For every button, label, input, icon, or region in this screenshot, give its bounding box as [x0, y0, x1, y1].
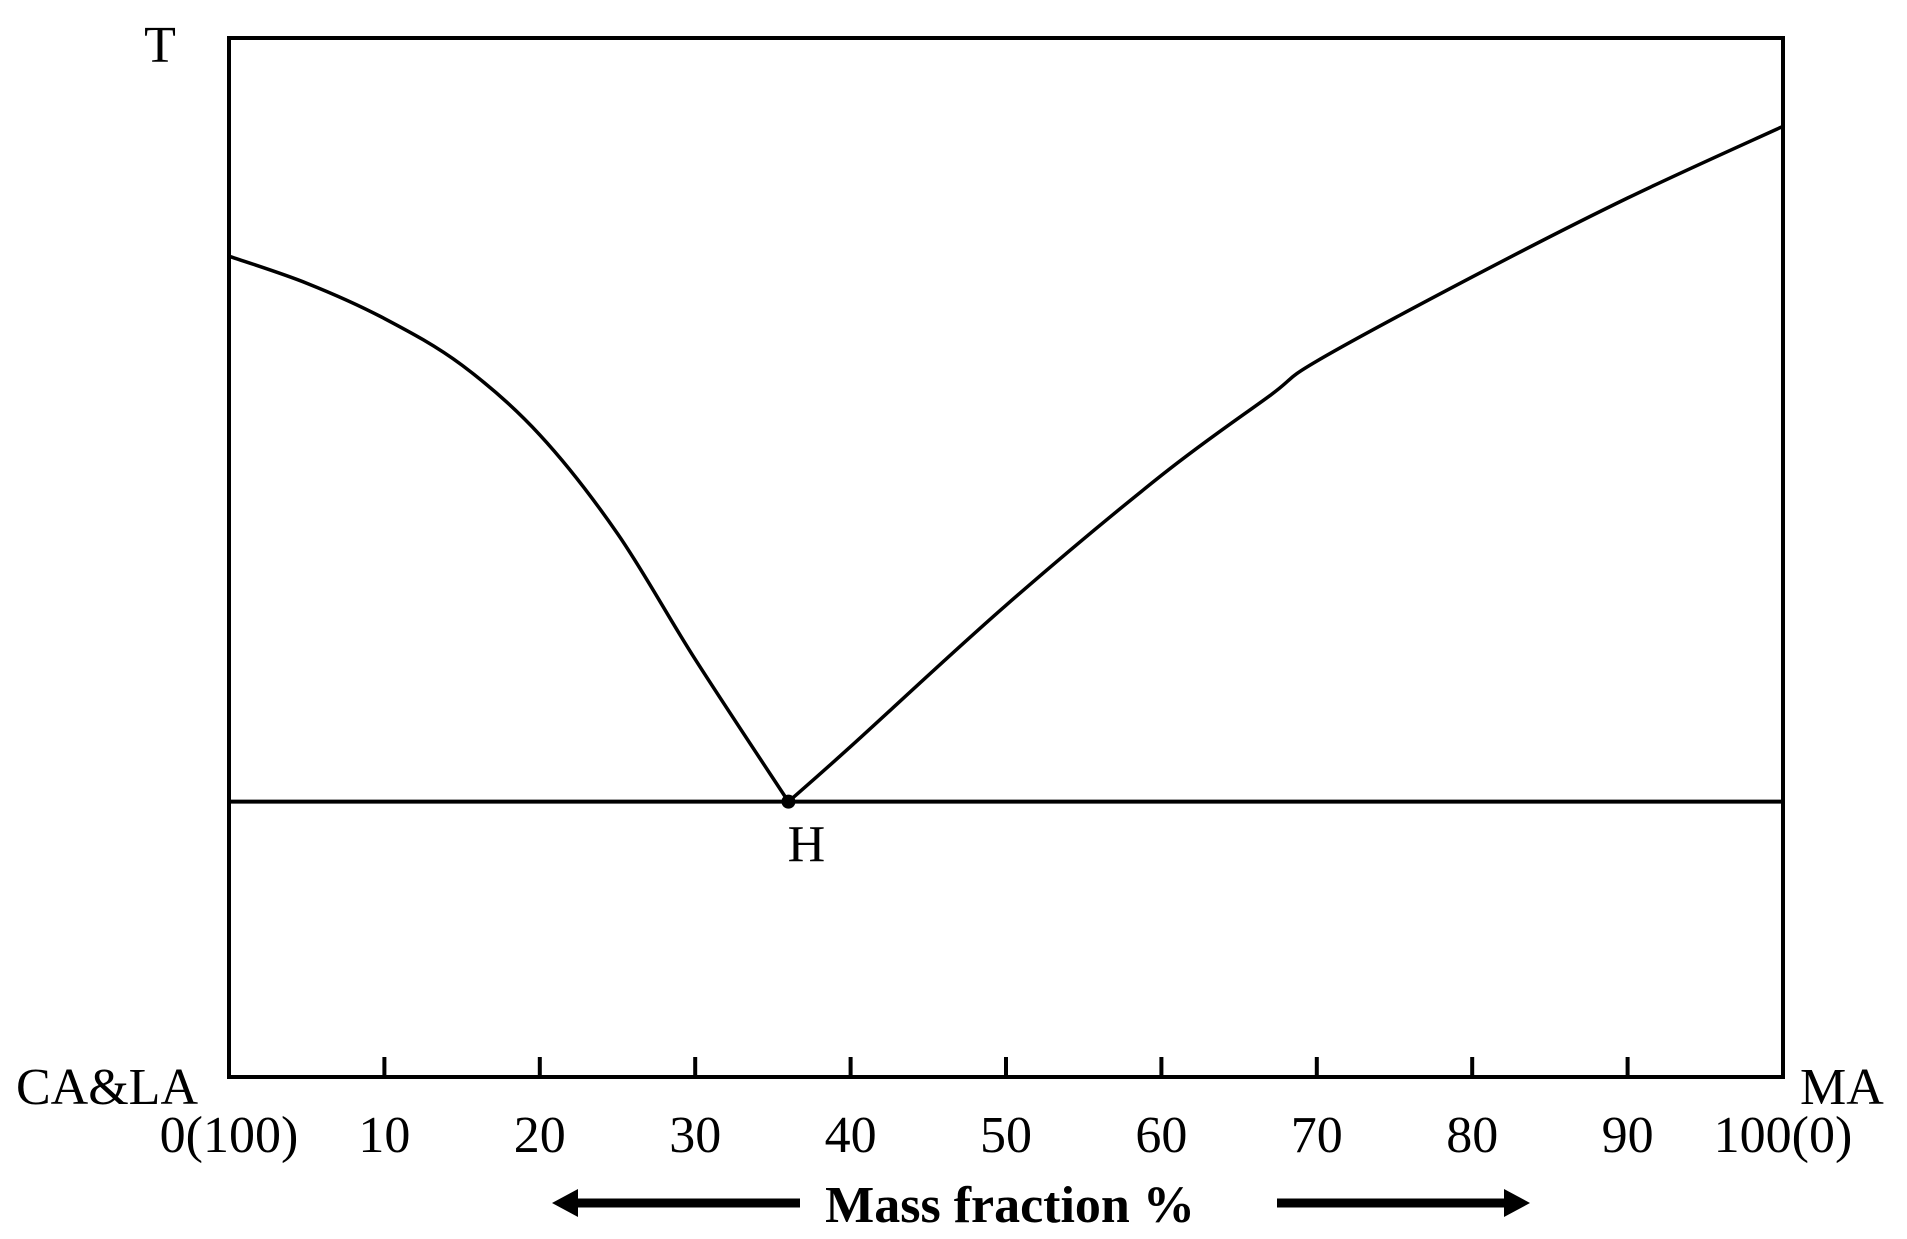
x-tick-label: 100(0) — [1714, 1107, 1853, 1164]
x-tick-label: 80 — [1446, 1107, 1498, 1164]
right-component-label: MA — [1800, 1059, 1884, 1116]
x-tick-label: 20 — [514, 1107, 566, 1164]
left-liquidus-curve — [228, 254, 790, 803]
plot-frame — [227, 36, 1785, 1079]
x-tick-label: 10 — [358, 1107, 410, 1164]
right-liquidus-curve — [787, 124, 1784, 803]
x-tick-label: 90 — [1602, 1107, 1654, 1164]
right-arrow-head — [1504, 1189, 1530, 1217]
eutectic-point-marker — [781, 794, 796, 809]
y-axis-label: T — [144, 17, 176, 74]
left-component-label: CA&LA — [16, 1059, 198, 1116]
liquidus-curves — [228, 124, 1784, 803]
left-arrow-head — [552, 1189, 578, 1217]
eutectic-point-label: H — [788, 817, 826, 874]
x-tick-label: 70 — [1291, 1107, 1343, 1164]
x-tick-label: 30 — [669, 1107, 721, 1164]
x-tick-label: 50 — [980, 1107, 1032, 1164]
x-axis-ticks — [382, 1057, 1630, 1077]
x-tick-label: 60 — [1135, 1107, 1187, 1164]
x-tick-label: 40 — [825, 1107, 877, 1164]
x-tick-label: 0(100) — [160, 1107, 299, 1164]
x-axis-tick-labels: 0(100) 10 20 30 40 50 60 70 80 90 100(0) — [160, 1107, 1853, 1164]
x-axis-label: Mass fraction % — [825, 1177, 1195, 1234]
